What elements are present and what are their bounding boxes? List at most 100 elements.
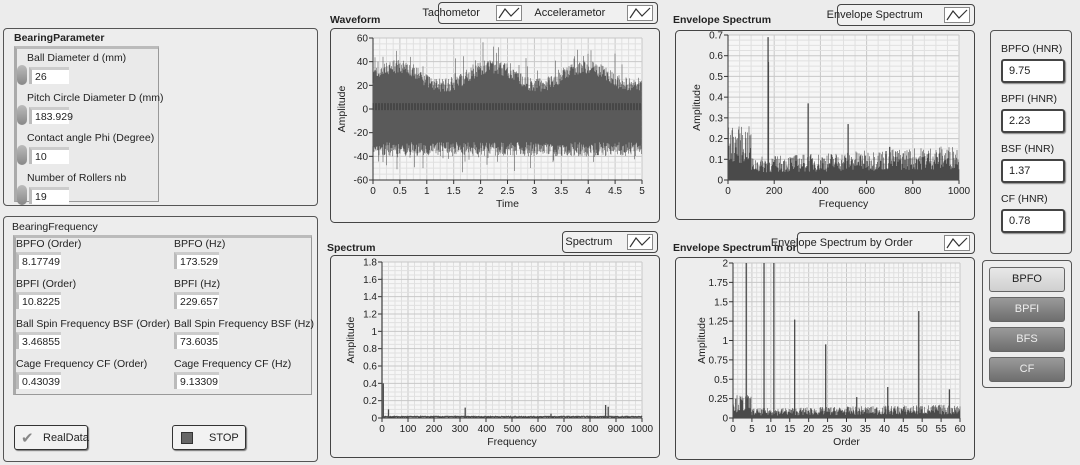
legend-entry: Tachometor (422, 7, 480, 19)
waveform-legend[interactable]: Accelerametor Tachometor (422, 2, 658, 24)
x-tick-label: 500 (504, 424, 521, 435)
x-tick-label: 200 (426, 424, 443, 435)
y-tick-label: 0.6 (709, 51, 723, 62)
spectrum-bars (732, 395, 961, 418)
envelope_order-title: Envelope Spectrum in order (673, 242, 814, 254)
x-tick-label: 700 (556, 424, 573, 435)
increment-decrement-icon[interactable] (17, 185, 27, 205)
x-tick-label: 600 (858, 186, 875, 197)
y-tick-label: -40 (354, 152, 369, 163)
frequency-value: 9.13309 (174, 372, 219, 389)
x-tick-label: 900 (608, 424, 625, 435)
param-label: Ball Diameter d (mm) (27, 52, 127, 64)
realdata-button[interactable]: ✔ RealData (14, 425, 89, 450)
plot-line-style-icon[interactable] (496, 5, 523, 21)
y-tick-label: 0.4 (709, 93, 723, 104)
frequency-label: BPFI (Order) (16, 278, 77, 290)
envelope-legend[interactable]: Envelope Spectrum (827, 4, 975, 26)
waveform-title: Waveform (330, 14, 381, 26)
y-tick-label: 0.2 (363, 396, 377, 407)
plot-line-style-icon[interactable] (944, 235, 970, 251)
x-tick-label: 0 (379, 424, 385, 435)
y-tick-label: 1.25 (709, 317, 729, 328)
spectrum-bars (727, 126, 960, 180)
x-tick-label: 0 (730, 424, 736, 435)
envelope_order-trace (732, 263, 961, 418)
envelope-graph: 0 200 400 600 800 1000 0.7 0.6 0.5 0.4 0.3 0.2 0.1 0 F… (675, 30, 975, 220)
frequency-value: 229.657 (174, 292, 219, 309)
spectrum-graph: 0 100 200 300 400 500 600 700 800 900 1000 1.8 1.6 1.… (330, 255, 660, 458)
y-tick-label: 1 (371, 327, 377, 338)
hnr-label: BSF (HNR) (1001, 143, 1055, 155)
x-tick-label: 0.5 (393, 186, 407, 197)
bearing-frequency-title: BearingFrequency (12, 221, 98, 233)
hnr-value: 9.75 (1001, 59, 1065, 83)
y-tick-label: 0.6 (363, 362, 377, 373)
grid (381, 261, 643, 419)
y-tick-label: 20 (357, 81, 369, 92)
y-tick-label: -60 (354, 176, 369, 187)
y-tick-label: 0.7 (709, 31, 723, 42)
y-tick-label: 0.25 (709, 394, 729, 405)
x-axis-label: Time (496, 198, 519, 210)
x-tick-label: 4 (585, 186, 591, 197)
x-tick-label: 400 (812, 186, 829, 197)
frequency-label: Ball Spin Frequency BSF (Order) (16, 318, 171, 330)
x-tick-label: 40 (879, 424, 891, 435)
param-input[interactable]: 19 (29, 187, 69, 204)
x-tick-label: 30 (841, 424, 853, 435)
hnr-label: BPFO (HNR) (1001, 43, 1063, 55)
x-tick-label: 200 (766, 186, 783, 197)
envelope_order-legend[interactable]: Envelope Spectrum by Order (771, 232, 975, 254)
hnr-label: CF (HNR) (1001, 193, 1048, 205)
plot-line-style-icon[interactable] (627, 5, 653, 21)
param-input[interactable]: 10 (29, 147, 69, 164)
x-tick-label: 20 (803, 424, 815, 435)
increment-decrement-icon[interactable] (17, 65, 27, 85)
x-tick-label: 1.5 (447, 186, 461, 197)
plot-line-style-icon[interactable] (627, 234, 653, 250)
spectrum-trace (381, 277, 643, 419)
spectrum-line (381, 415, 643, 419)
y-tick-label: 0.3 (709, 113, 723, 124)
y-tick-label: 2 (722, 259, 728, 270)
plot-line-style-icon[interactable] (944, 7, 970, 23)
waveform-trace (372, 42, 642, 173)
x-tick-label: 600 (530, 424, 547, 435)
param-input[interactable]: 183.929 (29, 107, 73, 124)
legend-entry: Envelope Spectrum (826, 9, 923, 21)
x-axis-label: Order (833, 436, 860, 448)
increment-decrement-icon[interactable] (17, 145, 27, 165)
y-tick-label: 1.8 (363, 258, 377, 269)
y-tick-label: 40 (357, 57, 369, 68)
param-label: Pitch Circle Diameter D (mm) (27, 92, 164, 104)
y-tick-label: 1 (722, 336, 728, 347)
spectrum-legend[interactable]: Spectrum (562, 231, 658, 253)
bearing-frequency-cluster (13, 235, 312, 395)
y-tick-label: 0 (362, 105, 368, 116)
selector-button-bpfi[interactable]: BPFI (989, 297, 1065, 322)
selector-button-cf[interactable]: CF (989, 357, 1065, 382)
frequency-value: 3.46855 (16, 332, 61, 349)
y-tick-label: 0.8 (363, 344, 377, 355)
frequency-label: BPFI (Hz) (174, 278, 221, 290)
x-tick-label: 300 (452, 424, 469, 435)
y-tick-label: 0 (717, 176, 723, 187)
frequency-label: Ball Spin Frequency BSF (Hz) (174, 318, 315, 330)
x-tick-label: 100 (400, 424, 417, 435)
spectrum-title: Spectrum (327, 242, 376, 254)
selector-button-bfs[interactable]: BFS (989, 327, 1065, 352)
y-tick-label: -20 (354, 128, 369, 139)
frequency-label: Cage Frequency CF (Hz) (174, 358, 292, 370)
hnr-value: 0.78 (1001, 209, 1065, 233)
y-axis-label: Amplitude (696, 317, 708, 364)
param-input[interactable]: 26 (29, 67, 69, 84)
x-tick-label: 0 (370, 186, 376, 197)
stop-button[interactable]: STOP (172, 425, 246, 450)
x-tick-label: 25 (822, 424, 834, 435)
increment-decrement-icon[interactable] (17, 105, 27, 125)
y-tick-label: 0 (722, 414, 728, 425)
selector-button-bpfo[interactable]: BPFO (989, 267, 1065, 292)
frequency-value: 8.17749 (16, 252, 61, 269)
y-tick-label: 1.2 (363, 310, 377, 321)
